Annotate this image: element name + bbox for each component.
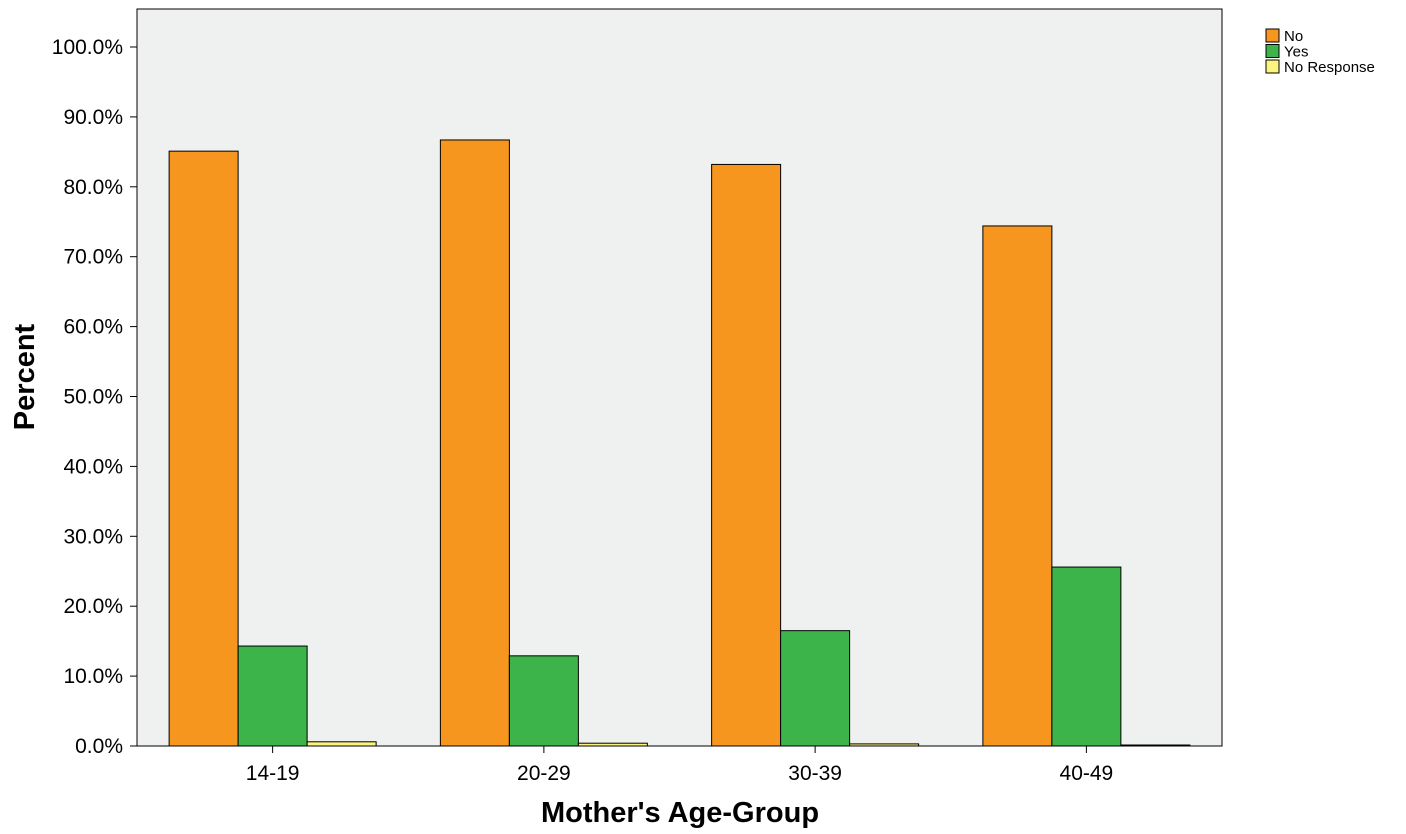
y-tick-label: 30.0%	[63, 525, 123, 548]
y-tick-label: 40.0%	[63, 455, 123, 478]
x-tick-label: 40-49	[1060, 762, 1114, 785]
bar-no-response-30-39	[849, 743, 920, 747]
bar-no-response-14-19	[306, 741, 377, 747]
legend-swatch-no	[1265, 28, 1280, 43]
y-tick-label: 50.0%	[63, 386, 123, 409]
y-tick-label: 70.0%	[63, 246, 123, 269]
bar-yes-30-39	[780, 630, 851, 747]
bar-yes-14-19	[237, 645, 308, 747]
y-tick-label: 100.0%	[52, 36, 123, 59]
y-tick-label: 60.0%	[63, 316, 123, 339]
legend-label: Yes	[1284, 44, 1308, 61]
x-axis: 14-19 20-29 30-39 40-49	[246, 746, 1113, 785]
legend-swatch-no-response	[1265, 59, 1280, 74]
y-tick-label: 10.0%	[63, 665, 123, 688]
bar-yes-20-29	[508, 655, 579, 747]
legend-label: No	[1284, 28, 1303, 45]
y-axis: 0.0% 10.0% 20.0% 30.0% 40.0% 50.0% 60.0% 70.0% 8…	[52, 36, 137, 758]
y-tick-label: 20.0%	[63, 595, 123, 618]
bar-no-40-49	[982, 225, 1053, 747]
bar-no-response-40-49	[1120, 744, 1191, 747]
x-tick-label: 14-19	[246, 762, 300, 785]
y-tick-label: 0.0%	[75, 735, 123, 758]
bar-yes-40-49	[1051, 566, 1122, 747]
y-tick-label: 90.0%	[63, 106, 123, 129]
x-axis-title: Mother's Age-Group	[541, 797, 819, 829]
legend-swatch-yes	[1265, 44, 1280, 58]
bar-no-14-19	[168, 150, 239, 747]
bar-no-20-29	[439, 139, 510, 747]
x-tick-label: 30-39	[788, 762, 842, 785]
bar-no-30-39	[711, 163, 782, 747]
bar-no-response-20-29	[577, 742, 648, 747]
legend-label: No Response	[1284, 59, 1375, 76]
bars-group	[168, 139, 1191, 747]
y-axis-title: Percent	[9, 323, 41, 430]
x-tick-label: 20-29	[517, 762, 571, 785]
y-tick-label: 80.0%	[63, 176, 123, 199]
